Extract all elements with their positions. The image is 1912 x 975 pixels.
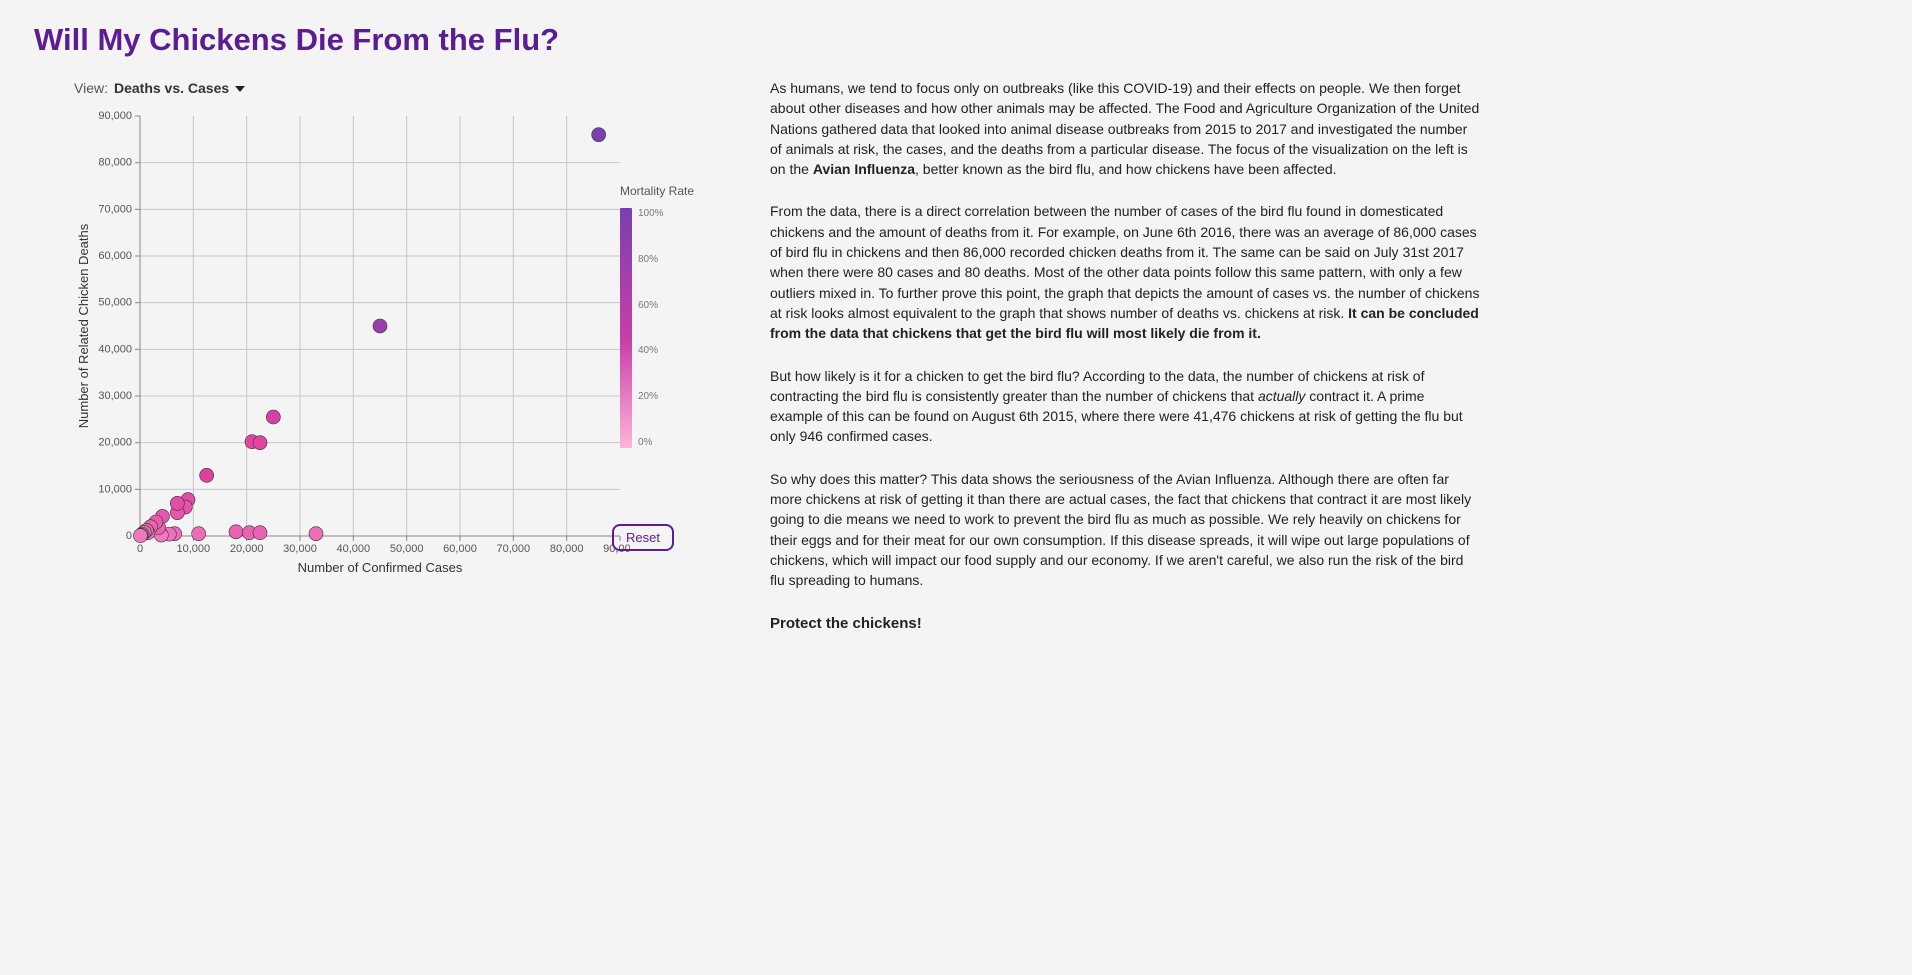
data-point[interactable] — [229, 525, 243, 539]
legend-gradient-bar — [620, 208, 632, 448]
chart-column: View: Deaths vs. Cases 0 10,000 20,000 30,0… — [30, 72, 750, 576]
svg-text:0: 0 — [126, 530, 132, 542]
p2-part-a: From the data, there is a direct correla… — [770, 203, 1479, 320]
legend-tick: 80% — [638, 254, 664, 265]
chevron-down-icon — [235, 86, 245, 92]
svg-text:60,000: 60,000 — [98, 250, 132, 262]
legend-tick: 60% — [638, 300, 664, 311]
paragraph-1: As humans, we tend to focus only on outb… — [770, 78, 1480, 179]
legend-bar-wrap: 100% 80% 60% 40% 20% 0% — [620, 208, 690, 448]
view-selector-row: View: Deaths vs. Cases — [74, 80, 750, 96]
content-row: View: Deaths vs. Cases 0 10,000 20,000 30,0… — [30, 72, 1832, 656]
legend-tick: 0% — [638, 437, 664, 448]
p3-italic: actually — [1258, 388, 1305, 404]
legend: Mortality Rate 100% 80% 60% 40% 20% 0% — [620, 184, 690, 448]
view-label: View: — [74, 80, 108, 96]
p1-part-b: , better known as the bird flu, and how … — [915, 161, 1337, 177]
data-point[interactable] — [200, 468, 214, 482]
legend-tick: 40% — [638, 345, 664, 356]
svg-text:0: 0 — [137, 543, 143, 555]
legend-tick: 100% — [638, 208, 664, 219]
svg-text:60,000: 60,000 — [443, 543, 477, 555]
svg-text:50,000: 50,000 — [390, 543, 424, 555]
svg-text:Number of Confirmed Cases: Number of Confirmed Cases — [298, 560, 463, 575]
page: Will My Chickens Die From the Flu? View:… — [0, 0, 1912, 975]
data-point[interactable] — [133, 529, 147, 543]
reset-button[interactable]: Reset — [612, 524, 674, 551]
svg-text:80,000: 80,000 — [98, 157, 132, 169]
paragraph-4: So why does this matter? This data shows… — [770, 469, 1480, 591]
svg-text:70,000: 70,000 — [98, 203, 132, 215]
svg-text:90,000: 90,000 — [98, 110, 132, 122]
scatter-chart[interactable]: 0 10,000 20,000 30,000 40,000 50,000 60,000 70,… — [70, 106, 710, 576]
page-title: Will My Chickens Die From the Flu? — [34, 22, 1832, 58]
svg-text:50,000: 50,000 — [98, 297, 132, 309]
svg-text:40,000: 40,000 — [98, 343, 132, 355]
svg-text:20,000: 20,000 — [98, 437, 132, 449]
legend-tick-labels: 100% 80% 60% 40% 20% 0% — [638, 208, 664, 448]
legend-tick: 20% — [638, 391, 664, 402]
chart-svg: 0 10,000 20,000 30,000 40,000 50,000 60,000 70,… — [70, 106, 630, 576]
data-point[interactable] — [266, 410, 280, 424]
paragraph-2: From the data, there is a direct correla… — [770, 201, 1480, 343]
data-point[interactable] — [373, 319, 387, 333]
data-point[interactable] — [253, 526, 267, 540]
data-point[interactable] — [592, 128, 606, 142]
view-select[interactable]: Deaths vs. Cases — [114, 80, 245, 96]
svg-text:30,000: 30,000 — [283, 543, 317, 555]
text-column: As humans, we tend to focus only on outb… — [750, 72, 1480, 656]
reset-row: Reset — [612, 524, 674, 551]
closing-line: Protect the chickens! — [770, 613, 1480, 635]
data-point[interactable] — [192, 527, 206, 541]
data-point[interactable] — [253, 436, 267, 450]
svg-text:10,000: 10,000 — [98, 483, 132, 495]
data-point[interactable] — [309, 527, 323, 541]
svg-text:20,000: 20,000 — [230, 543, 264, 555]
svg-text:70,000: 70,000 — [497, 543, 531, 555]
paragraph-3: But how likely is it for a chicken to ge… — [770, 366, 1480, 447]
data-point[interactable] — [170, 496, 184, 510]
legend-title: Mortality Rate — [620, 184, 690, 198]
view-selected-value: Deaths vs. Cases — [114, 80, 229, 96]
svg-text:30,000: 30,000 — [98, 390, 132, 402]
p1-bold: Avian Influenza — [813, 161, 915, 177]
svg-text:10,000: 10,000 — [177, 543, 211, 555]
svg-text:80,000: 80,000 — [550, 543, 584, 555]
svg-text:Number of Related Chicken Deat: Number of Related Chicken Deaths — [76, 223, 91, 428]
svg-text:40,000: 40,000 — [337, 543, 371, 555]
